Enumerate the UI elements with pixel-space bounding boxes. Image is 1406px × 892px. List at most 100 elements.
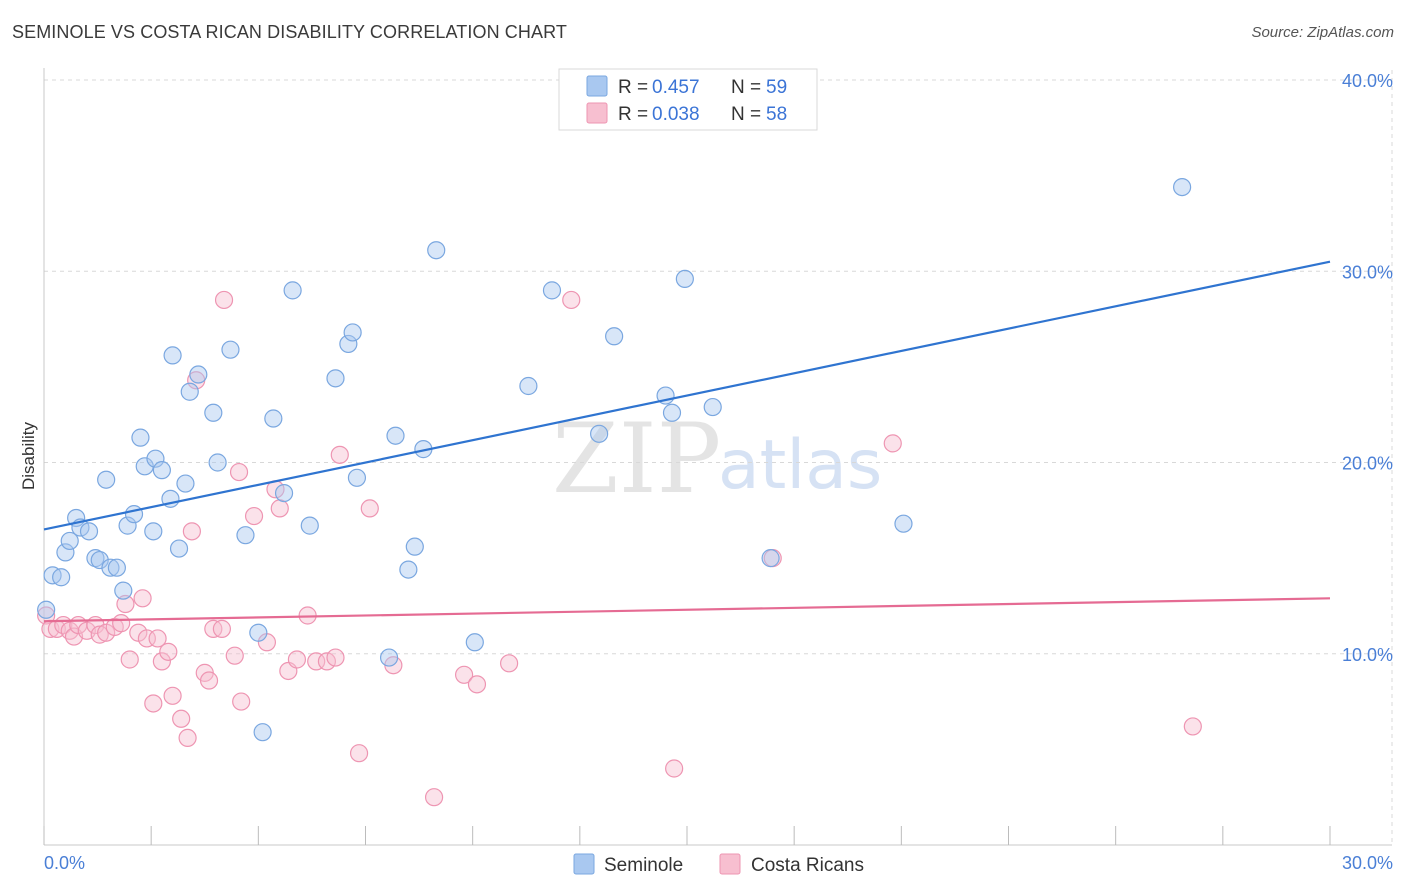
bottom-legend: Seminole Costa Ricans [573, 853, 864, 876]
seminole-point [894, 514, 913, 533]
seminole-points [37, 178, 1192, 742]
seminole-point [343, 323, 362, 342]
costa-ricans-point [116, 594, 135, 614]
seminole-trendline [43, 260, 1331, 531]
y-tick-label: 30.0% [1342, 262, 1393, 282]
costa-ricans-point [163, 686, 182, 705]
seminole-point [386, 426, 405, 445]
legend-r-value-costa-ricans: 0.038 [652, 104, 700, 125]
trendlines [43, 260, 1331, 623]
gridlines [44, 70, 1393, 845]
seminole-point [519, 376, 538, 396]
costa-ricans-point [330, 445, 349, 464]
seminole-point [221, 340, 240, 359]
seminole-point [124, 505, 144, 524]
costa-ricans-point [562, 290, 581, 310]
seminole-point [249, 623, 268, 642]
costa-ricans-trendline [43, 597, 1331, 623]
costa-ricans-point [214, 290, 234, 310]
costa-ricans-point [148, 629, 167, 648]
costa-ricans-point [326, 648, 345, 667]
seminole-point [675, 269, 694, 288]
seminole-point [339, 334, 358, 354]
legend-n-label-seminole: N = [731, 77, 761, 98]
y-tick-label: 20.0% [1342, 454, 1393, 474]
seminole-point [703, 397, 722, 417]
source-label: Source: ZipAtlas.com [1251, 24, 1394, 41]
costa-ricans-point [199, 671, 219, 690]
y-tick-label: 40.0% [1342, 71, 1393, 91]
seminole-point [60, 531, 79, 551]
seminole-point [52, 568, 71, 587]
legend: R = 0.457 N = 59 R = 0.038 N = 58 [558, 68, 818, 131]
bottom-legend-costa-ricans: Costa Ricans [751, 855, 864, 876]
seminole-point [274, 484, 294, 503]
seminole-point [79, 522, 99, 541]
bottom-legend-seminole: Seminole [604, 855, 683, 876]
legend-n-label-costa-ricans: N = [731, 104, 761, 125]
legend-r-value-seminole: 0.457 [652, 77, 700, 98]
seminole-point [37, 600, 56, 619]
costa-ricans-point [454, 665, 474, 684]
seminole-point [97, 470, 116, 489]
y-tick-labels: 10.0% 20.0% 30.0% 40.0% [1342, 71, 1393, 665]
costa-ricans-point [120, 650, 139, 669]
seminole-point [1173, 178, 1192, 197]
costa-ricans-point [883, 434, 902, 453]
seminole-point [253, 723, 272, 742]
costa-ricans-point [225, 646, 244, 665]
legend-swatch-seminole [586, 75, 608, 97]
seminole-point [118, 516, 137, 535]
seminole-point [590, 424, 609, 443]
costa-ricans-point [360, 499, 379, 518]
seminole-point [152, 461, 171, 480]
axes [43, 68, 1392, 846]
costa-ricans-point [144, 694, 163, 713]
costa-ricans-point [287, 650, 307, 669]
costa-ricans-point [212, 619, 231, 638]
seminole-point [326, 369, 345, 388]
costa-ricans-point [317, 652, 337, 671]
costa-ricans-point [665, 759, 684, 778]
seminole-point [236, 526, 255, 545]
seminole-point [427, 241, 446, 260]
seminole-point [189, 365, 208, 384]
costa-ricans-point [500, 654, 519, 673]
costa-ricans-point [467, 675, 487, 694]
costa-ricans-point [307, 652, 326, 671]
legend-r-label-seminole: R = [618, 77, 648, 98]
costa-ricans-point [137, 629, 156, 648]
costa-ricans-point [172, 709, 191, 728]
x-tick-labels: 0.0% 30.0% [44, 853, 1393, 873]
seminole-point [379, 648, 399, 667]
seminole-point [761, 549, 780, 568]
seminole-point [163, 346, 182, 365]
seminole-point [114, 581, 133, 600]
seminole-point [283, 281, 302, 300]
seminole-point [347, 468, 367, 487]
seminole-point [264, 409, 283, 428]
seminole-point [131, 428, 150, 447]
costa-ricans-points [37, 290, 1202, 807]
costa-ricans-point [178, 728, 197, 748]
chart-title: SEMINOLE VS COSTA RICAN DISABILITY CORRE… [12, 22, 567, 42]
costa-ricans-point [229, 462, 249, 482]
costa-ricans-point [349, 744, 369, 763]
seminole-point [208, 453, 227, 472]
costa-ricans-point [270, 499, 289, 518]
x-tick-label-min: 0.0% [44, 853, 85, 873]
costa-ricans-point [244, 506, 264, 526]
seminole-point [542, 281, 562, 300]
seminole-point [101, 558, 120, 577]
x-ticks [43, 826, 1331, 845]
seminole-point [465, 633, 484, 652]
y-tick-label: 10.0% [1342, 645, 1393, 665]
x-tick-label-max: 30.0% [1342, 853, 1393, 873]
bottom-legend-swatch-costa-ricans [719, 853, 741, 875]
costa-ricans-point [37, 606, 56, 625]
legend-n-value-costa-ricans: 58 [766, 104, 787, 125]
costa-ricans-point [112, 614, 131, 633]
bottom-legend-swatch-seminole [573, 853, 595, 875]
costa-ricans-point [182, 522, 201, 541]
